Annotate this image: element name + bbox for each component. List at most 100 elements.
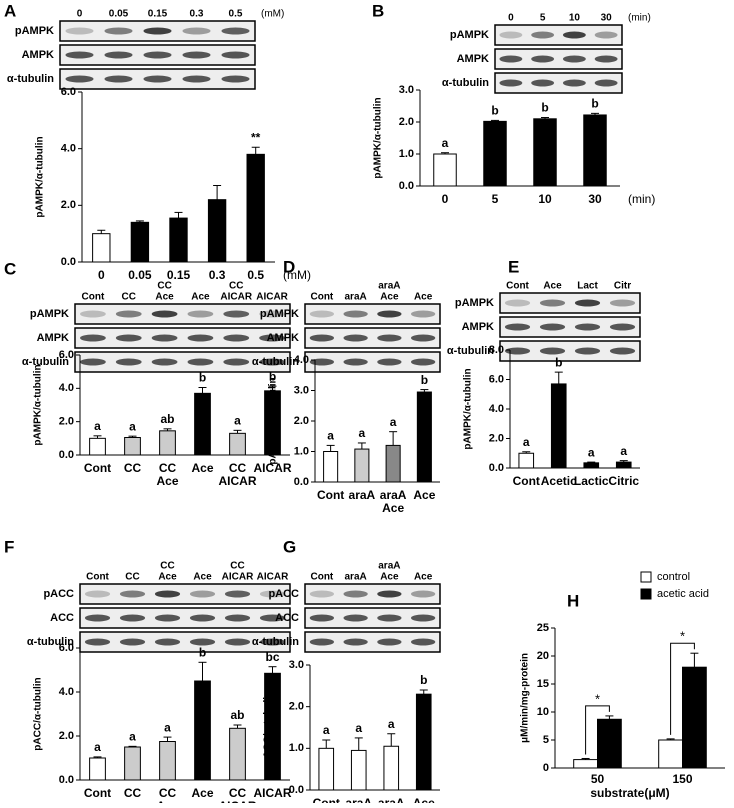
blot-band	[259, 358, 285, 366]
x-tick-label: araA	[345, 796, 372, 803]
significance-letter: a	[388, 717, 395, 731]
blot-band	[259, 590, 286, 598]
blot-band	[499, 79, 523, 87]
x-tick-label: 150	[672, 772, 692, 786]
blot-frame	[304, 607, 441, 629]
y-tick-label: 0.0	[59, 449, 74, 461]
blot-band	[377, 638, 402, 646]
blot-band	[609, 323, 636, 331]
y-axis-label: pAMPKα/α-tubulin	[268, 377, 279, 464]
x-tick-label: AICAR	[254, 786, 292, 800]
significance-letter: a	[359, 426, 366, 440]
blot-frame	[499, 316, 641, 338]
blot-band	[143, 75, 172, 83]
lane-label: 0.3	[190, 9, 204, 20]
blot-band	[65, 75, 94, 83]
y-tick-label: 2.0	[289, 701, 304, 713]
y-tick-label: 6.0	[61, 86, 76, 98]
x-tick-label: 0.5	[247, 268, 264, 282]
blot-band	[594, 31, 618, 39]
significance-letter: a	[164, 720, 171, 734]
significance-letter: a	[129, 730, 136, 744]
blot-frame	[304, 351, 441, 373]
blot-band	[539, 299, 566, 307]
panel-label: C	[4, 259, 16, 278]
blot-band	[119, 590, 146, 598]
blot-band	[259, 310, 285, 318]
significance-letter: ab	[160, 412, 174, 426]
bar	[350, 749, 367, 791]
blot-band	[343, 358, 368, 366]
blot-band	[594, 55, 618, 63]
blot-frame	[304, 327, 441, 349]
blot-row-label: α-tubulin	[27, 636, 74, 648]
lane-label: Ace	[193, 572, 212, 583]
blot-frame	[494, 72, 623, 94]
blot-band	[104, 27, 133, 35]
significance-bracket	[670, 642, 695, 735]
y-tick-label: 15	[537, 678, 549, 690]
significance-letter: b	[269, 369, 276, 383]
blot-row-label: α-tubulin	[22, 356, 69, 368]
bar	[615, 461, 632, 469]
blot-band	[223, 358, 250, 366]
bar	[433, 153, 457, 187]
bar	[416, 391, 432, 483]
blot-band	[154, 590, 181, 598]
blot-band	[377, 358, 402, 366]
y-tick-label: 2.0	[294, 415, 309, 427]
y-tick-label: 2.0	[59, 730, 74, 742]
lane-label: CC	[230, 561, 244, 572]
lane-label: araA	[345, 572, 367, 583]
lane-label: CC	[125, 572, 139, 583]
panel-label: F	[4, 537, 14, 556]
significance-letter: b	[420, 673, 427, 687]
significance-letter: bc	[265, 650, 279, 664]
blot-band	[499, 31, 523, 39]
blot-row-label: pAMPK	[260, 308, 299, 320]
y-tick-label: 4.0	[61, 143, 76, 155]
bar	[383, 745, 400, 791]
blot-band	[224, 590, 251, 598]
x-axis-label: substrate(μM)	[590, 786, 669, 800]
blot-row-label: pAMPK	[455, 297, 494, 309]
lane-label: Ace	[414, 572, 433, 583]
x-tick-label: Ace	[413, 488, 435, 502]
blot-frame	[304, 631, 441, 653]
blot-band	[221, 75, 250, 83]
lane-label: Ace	[380, 572, 399, 583]
bar	[194, 680, 211, 781]
x-tick-label: Ace	[382, 501, 404, 515]
y-tick-label: 2.0	[489, 432, 504, 444]
y-tick-label: 6.0	[59, 642, 74, 654]
x-tick-label: Cont	[84, 461, 111, 475]
bar	[415, 693, 432, 791]
blot-frame	[499, 340, 641, 362]
significance-letter: a	[94, 740, 101, 754]
legend-label: acetic acid	[657, 588, 709, 600]
y-tick-label: 2.0	[61, 199, 76, 211]
blot-band	[309, 334, 335, 342]
blot-band	[574, 323, 601, 331]
blot-band	[143, 27, 172, 35]
bar	[318, 747, 335, 791]
y-tick-label: 4.0	[489, 403, 504, 415]
bar	[159, 430, 176, 456]
blot-band	[539, 323, 566, 331]
panel-label: D	[283, 257, 295, 276]
y-tick-label: 0.0	[489, 462, 504, 474]
bar	[518, 452, 535, 469]
x-tick-label: AICAR	[219, 799, 257, 803]
blot-frame	[74, 351, 291, 373]
lane-label: CC	[229, 281, 243, 292]
x-tick-label: CC	[229, 461, 247, 475]
x-tick-label: Cont	[84, 786, 111, 800]
bar	[573, 759, 599, 769]
blot-band	[80, 310, 106, 318]
y-tick-label: 2.0	[399, 116, 414, 128]
blot-band	[377, 334, 402, 342]
x-tick-label: 0.15	[167, 268, 191, 282]
blot-band	[182, 27, 211, 35]
blot-band	[594, 79, 618, 87]
